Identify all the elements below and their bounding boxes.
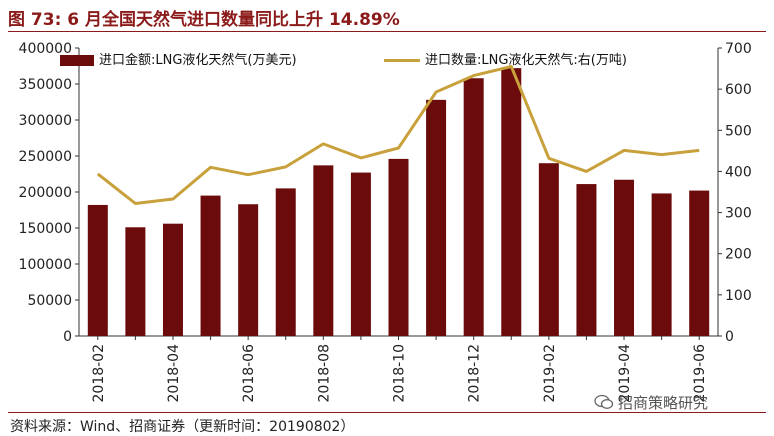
bar xyxy=(426,99,447,336)
x-tick-label: 2018-04 xyxy=(166,344,182,403)
y-left-tick-label: 50000 xyxy=(27,293,72,309)
y-right-tick-label: 700 xyxy=(725,41,752,57)
legend-line: 进口数量:LNG液化天然气:右(万吨) xyxy=(384,49,627,68)
legend-line-swatch xyxy=(384,59,420,62)
bar xyxy=(651,193,672,336)
bar xyxy=(538,163,559,336)
y-left-tick-label: 400000 xyxy=(19,41,72,57)
y-right-tick-label: 500 xyxy=(725,123,752,139)
x-tick-label: 2018-02 xyxy=(91,344,107,403)
y-right-tick-label: 300 xyxy=(725,206,752,222)
x-tick-label: 2018-12 xyxy=(467,344,483,403)
y-right-tick-label: 0 xyxy=(725,329,734,345)
y-right-tick-label: 200 xyxy=(725,247,752,263)
x-tick-label: 2018-10 xyxy=(392,344,408,403)
bar xyxy=(463,78,484,337)
wechat-icon xyxy=(594,394,614,409)
y-left-tick-label: 250000 xyxy=(19,149,72,165)
source-note: 资料来源：Wind、招商证券（更新时间：20190802） xyxy=(10,419,355,435)
watermark: 招商策略研究 xyxy=(594,392,708,413)
bar xyxy=(614,179,635,336)
bar xyxy=(275,188,296,336)
bar xyxy=(501,68,522,336)
y-left-tick-label: 350000 xyxy=(19,77,72,93)
bar xyxy=(162,223,183,336)
y-left-tick-label: 100000 xyxy=(19,257,72,273)
x-tick-label: 2018-08 xyxy=(316,344,332,403)
source-divider xyxy=(8,412,766,413)
y-left-tick-label: 300000 xyxy=(19,113,72,129)
legend-line-label: 进口数量:LNG液化天然气:右(万吨) xyxy=(425,53,627,68)
bar xyxy=(313,165,334,336)
legend-bar-swatch xyxy=(60,55,94,66)
chart-title: 图 73: 6 月全国天然气进口数量同比上升 14.89% xyxy=(8,10,400,30)
y-left-tick-label: 200000 xyxy=(19,185,72,201)
bar xyxy=(87,204,108,336)
line-series xyxy=(96,65,700,205)
watermark-text: 招商策略研究 xyxy=(618,394,709,412)
bar xyxy=(200,195,221,336)
bar xyxy=(238,204,259,336)
bar xyxy=(388,158,409,336)
y-right-tick-label: 400 xyxy=(725,164,752,180)
x-tick-label: 2018-06 xyxy=(241,344,257,403)
legend-bar: 进口金额:LNG液化天然气(万美元) xyxy=(60,49,297,68)
y-left-tick-label: 0 xyxy=(63,329,72,345)
bar xyxy=(576,184,597,336)
x-tick-label: 2019-04 xyxy=(617,344,633,403)
x-tick-label: 2019-06 xyxy=(692,344,708,403)
title-divider xyxy=(8,31,766,32)
bar xyxy=(125,227,146,336)
x-tick-label: 2019-02 xyxy=(542,344,558,403)
legend-bar-label: 进口金额:LNG液化天然气(万美元) xyxy=(99,53,297,68)
y-left-tick-label: 150000 xyxy=(19,221,72,237)
bar xyxy=(350,172,371,336)
y-right-tick-label: 600 xyxy=(725,82,752,98)
bar xyxy=(689,190,710,336)
y-right-tick-label: 100 xyxy=(725,288,752,304)
